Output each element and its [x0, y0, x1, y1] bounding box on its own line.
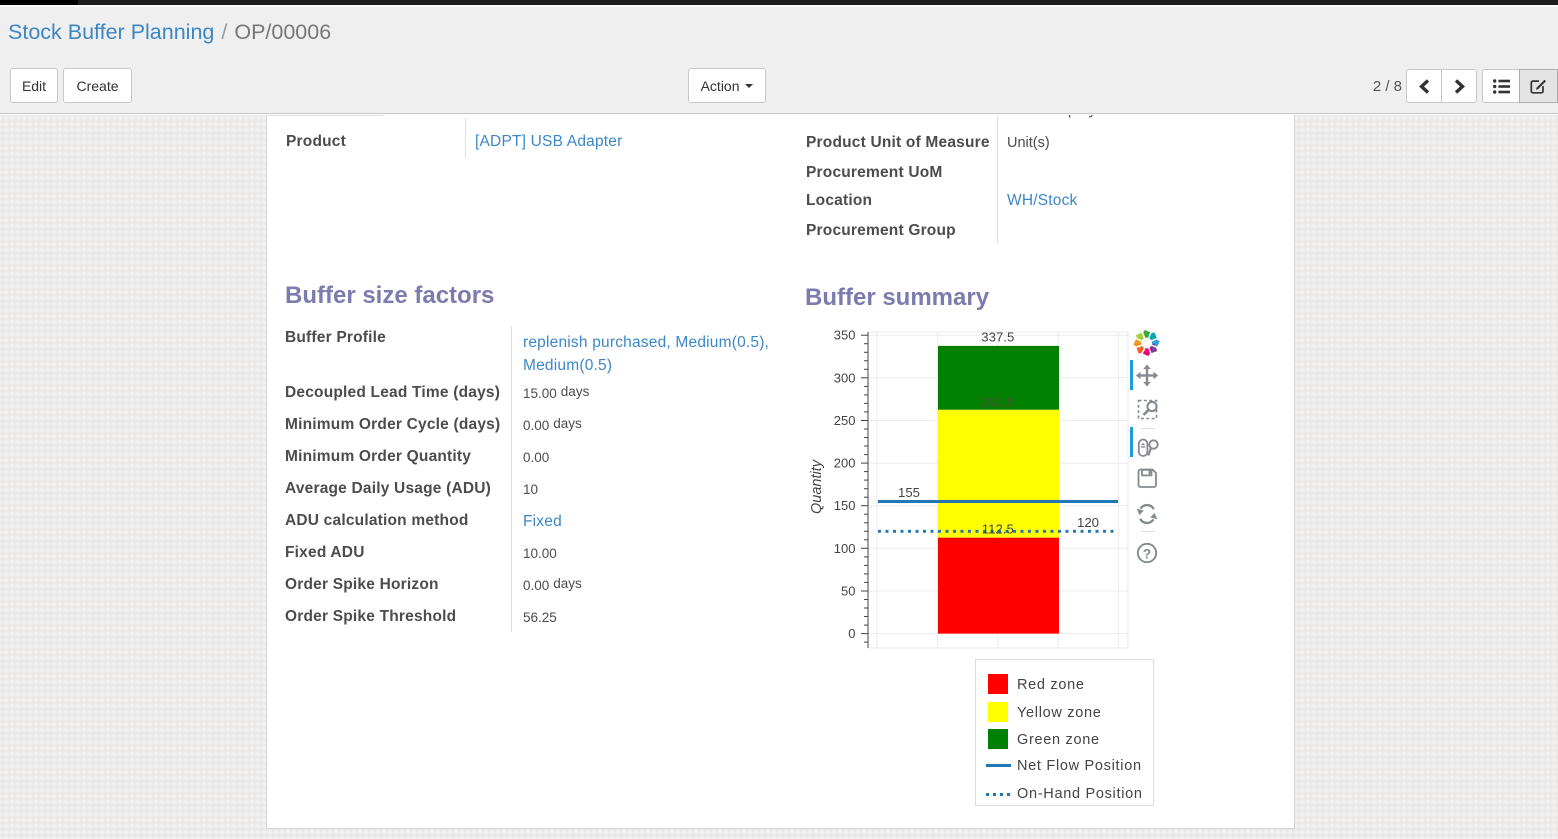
svg-text:?: ?: [1143, 547, 1151, 562]
svg-text:Quantity: Quantity: [810, 459, 825, 514]
svg-text:262.5: 262.5: [981, 394, 1014, 409]
svg-text:350: 350: [834, 328, 856, 343]
svg-text:120: 120: [1077, 515, 1099, 530]
svg-text:150: 150: [834, 498, 856, 513]
svg-text:112.5: 112.5: [982, 522, 1014, 537]
svg-text:50: 50: [841, 584, 855, 599]
svg-text:100: 100: [834, 541, 856, 556]
svg-text:200: 200: [834, 456, 856, 471]
svg-text:250: 250: [834, 413, 856, 428]
svg-text:0: 0: [848, 626, 855, 641]
svg-text:155: 155: [898, 485, 920, 500]
svg-text:300: 300: [834, 370, 856, 385]
svg-text:337.5: 337.5: [981, 329, 1014, 344]
